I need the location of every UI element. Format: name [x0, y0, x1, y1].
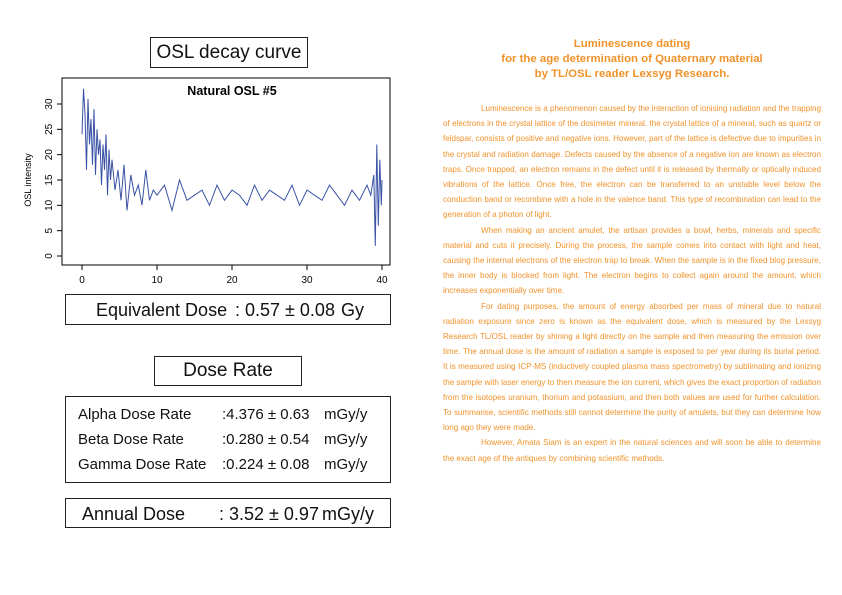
plot-title: Natural OSL #5 — [187, 84, 276, 98]
dose-rate-label: Gamma Dose Rate — [78, 456, 207, 473]
dose-rate-unit: mGy/y — [324, 406, 368, 423]
article-paragraph: When making an ancient amulet, the artis… — [443, 225, 821, 296]
dose-rate-value: :0.224 ± 0.08 — [222, 456, 310, 473]
chart-title-box: OSL decay curve — [150, 37, 308, 68]
heading-line: Luminescence dating — [573, 38, 691, 50]
annual-dose-label: Annual Dose — [82, 504, 186, 524]
osl-series-line — [81, 88, 383, 246]
y-axis-label: OSL intensity — [23, 153, 33, 207]
equivalent-dose-box: Equivalent Dose : 0.57 ± 0.08 Gy — [65, 294, 391, 325]
osl-chart: Natural OSL #5 OSL intensity 0 5 10 15 20 25 30 0… — [23, 77, 391, 286]
dose-rate-value: :0.280 ± 0.54 — [222, 431, 310, 448]
y-tick-label: 15 — [44, 174, 55, 186]
dose-rate-unit: mGy/y — [324, 456, 368, 473]
dose-rate-row-alpha: Alpha Dose Rate — [78, 406, 191, 423]
y-tick-label: 5 — [44, 227, 55, 233]
article-paragraph: However, Amata Siam is an expert in the … — [443, 438, 821, 463]
dose-rate-unit: mGy/y — [324, 431, 368, 448]
article-body: Luminescence is a phenomenon caused by t… — [443, 101, 821, 466]
y-tick-label: 10 — [44, 199, 55, 211]
heading-line: by TL/OSL reader Lexsyg Research. — [534, 68, 730, 80]
x-tick-label: 20 — [226, 275, 238, 286]
y-tick-label: 30 — [44, 98, 55, 110]
plot-frame — [61, 77, 391, 266]
dose-rate-row-gamma: Gamma Dose Rate — [78, 456, 206, 473]
y-tick-label: 20 — [44, 149, 55, 161]
annual-dose-value: : 3.52 ± 0.97 — [219, 504, 319, 524]
y-tick-label: 25 — [44, 123, 55, 135]
dose-rates-box: Alpha Dose Rate :4.376 ± 0.63 mGy/y Beta… — [65, 396, 391, 483]
equivalent-dose-label: Equivalent Dose — [96, 300, 228, 320]
dose-rate-title: Dose Rate — [183, 360, 273, 381]
x-tick-label: 0 — [79, 275, 85, 286]
x-tick-label: 40 — [376, 275, 388, 286]
x-tick-label: 30 — [301, 275, 313, 286]
dose-rate-value: :4.376 ± 0.63 — [222, 406, 310, 423]
article-column: Luminescence dating for the age determin… — [443, 37, 821, 466]
annual-dose-unit: mGy/y — [322, 504, 374, 524]
article-paragraph: Luminescence is a phenomenon caused by t… — [443, 104, 821, 220]
article-paragraph: For dating purposes, the amount of energ… — [443, 301, 821, 433]
equivalent-dose-unit: Gy — [341, 300, 365, 320]
dose-rate-label: Alpha Dose Rate — [78, 406, 192, 423]
dose-rate-title-box: Dose Rate — [154, 356, 302, 386]
x-tick-label: 10 — [151, 275, 163, 286]
equivalent-dose-value: : 0.57 ± 0.08 — [235, 300, 335, 320]
article-heading: Luminescence dating for the age determin… — [443, 37, 821, 82]
dose-rate-label: Beta Dose Rate — [78, 431, 184, 448]
dose-rate-row-beta: Beta Dose Rate — [78, 431, 184, 448]
y-tick-label: 0 — [44, 253, 55, 259]
heading-line: for the age determination of Quaternary … — [501, 53, 763, 65]
chart-title-label: OSL decay curve — [156, 41, 302, 63]
annual-dose-box: Annual Dose : 3.52 ± 0.97 mGy/y — [65, 498, 391, 528]
